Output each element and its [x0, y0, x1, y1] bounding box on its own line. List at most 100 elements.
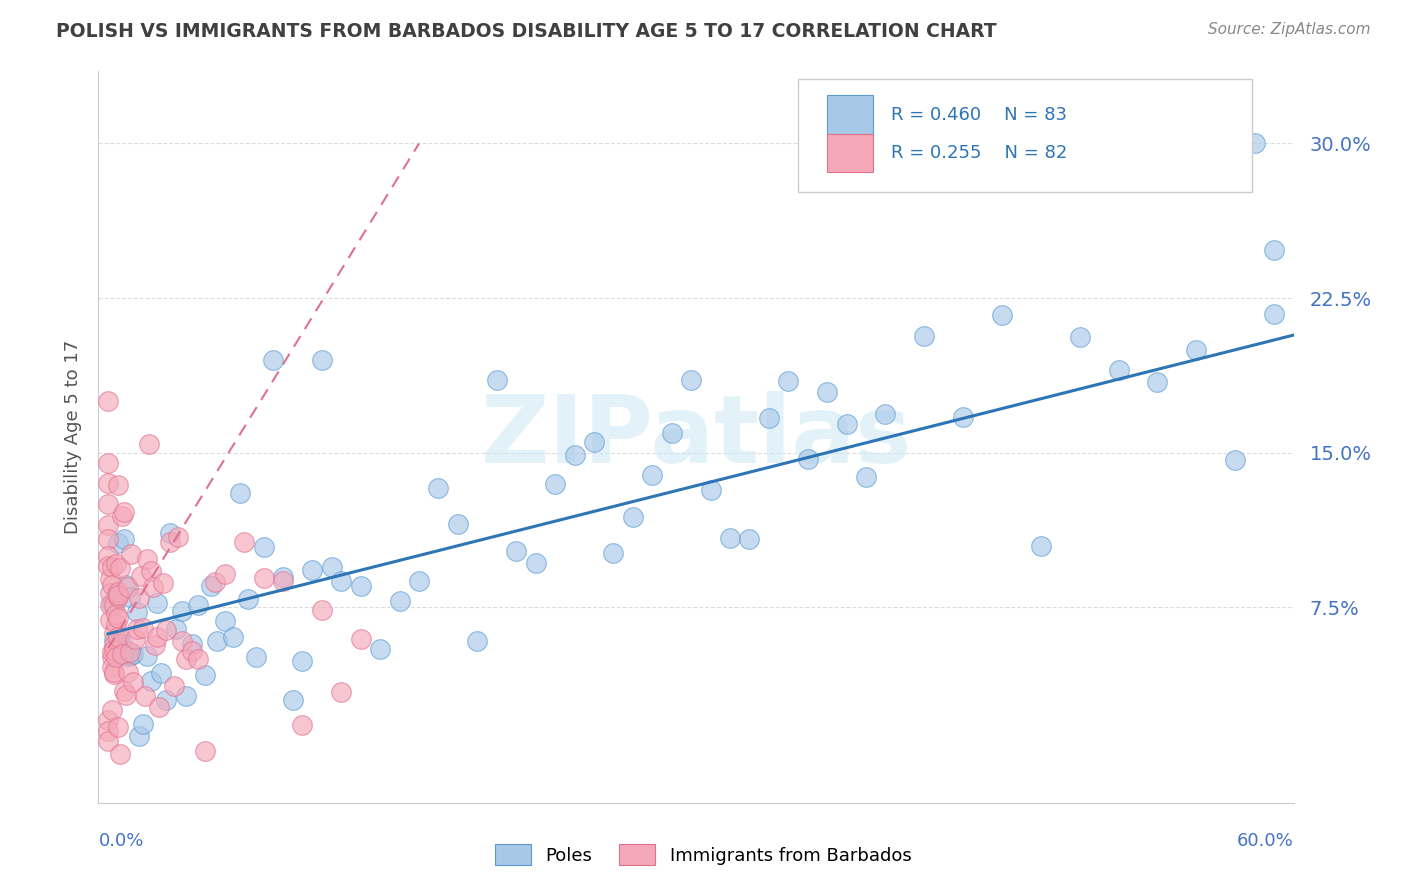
FancyBboxPatch shape	[797, 78, 1251, 192]
Point	[97, 394, 120, 409]
Point	[107, 720, 129, 734]
Point	[112, 506, 135, 520]
Point	[97, 549, 120, 563]
Point	[564, 448, 586, 462]
Point	[107, 588, 129, 602]
Point	[1225, 452, 1247, 467]
Point	[97, 734, 120, 748]
Text: ZIPatlas: ZIPatlas	[481, 391, 911, 483]
Point	[155, 623, 177, 637]
Point	[330, 574, 353, 588]
Point	[194, 743, 217, 757]
Point	[120, 547, 142, 561]
Point	[544, 477, 567, 491]
Point	[127, 606, 149, 620]
Point	[139, 674, 162, 689]
Point	[97, 517, 120, 532]
Point	[104, 558, 127, 572]
Point	[117, 665, 139, 679]
Point	[104, 607, 127, 621]
Point	[107, 584, 129, 599]
Point	[180, 637, 202, 651]
Point	[98, 572, 121, 586]
Point	[1243, 136, 1265, 151]
Point	[467, 634, 489, 648]
Point	[200, 579, 222, 593]
Point	[205, 633, 228, 648]
Point	[388, 593, 411, 607]
Point	[186, 598, 208, 612]
Point	[641, 468, 664, 483]
Point	[117, 580, 139, 594]
Point	[108, 561, 131, 575]
Point	[505, 544, 527, 558]
Point	[281, 692, 304, 706]
Point	[111, 637, 134, 651]
Point	[117, 648, 139, 663]
Point	[128, 729, 150, 743]
Point	[155, 693, 177, 707]
Point	[111, 509, 134, 524]
Point	[114, 688, 136, 702]
Point	[118, 645, 141, 659]
Point	[108, 637, 131, 651]
Point	[582, 435, 605, 450]
Point	[114, 578, 136, 592]
Point	[159, 534, 181, 549]
Point	[368, 642, 391, 657]
Bar	[827, 134, 873, 171]
Point	[97, 714, 120, 728]
Point	[101, 578, 124, 592]
Point	[104, 617, 127, 632]
Point	[174, 689, 197, 703]
Point	[301, 563, 323, 577]
Point	[107, 611, 129, 625]
Point	[214, 614, 236, 628]
Point	[145, 630, 167, 644]
Point	[101, 703, 124, 717]
Point	[214, 566, 236, 581]
Point	[681, 373, 703, 387]
Point	[1108, 363, 1130, 377]
Point	[427, 481, 450, 495]
Bar	[827, 95, 873, 134]
Point	[124, 632, 146, 646]
Point	[291, 718, 314, 732]
Point	[103, 633, 125, 648]
Point	[103, 667, 125, 681]
Point	[180, 644, 202, 658]
Point	[97, 723, 120, 738]
Point	[1029, 539, 1052, 553]
Point	[108, 747, 131, 761]
Point	[107, 591, 129, 605]
Point	[330, 684, 353, 698]
Point	[321, 559, 343, 574]
Point	[252, 571, 274, 585]
Point	[291, 654, 314, 668]
Point	[661, 426, 683, 441]
Point	[159, 526, 181, 541]
Point	[98, 613, 121, 627]
Point	[835, 417, 858, 431]
Point	[98, 598, 121, 612]
Point	[97, 456, 120, 470]
Point	[136, 552, 159, 566]
Point	[139, 564, 162, 578]
Legend: Poles, Immigrants from Barbados: Poles, Immigrants from Barbados	[488, 837, 918, 872]
Point	[97, 497, 120, 511]
Point	[245, 650, 267, 665]
Point	[103, 643, 125, 657]
Point	[229, 486, 252, 500]
Point	[152, 576, 174, 591]
Point	[408, 574, 430, 588]
Point	[952, 409, 974, 424]
Point	[101, 645, 124, 659]
Point	[111, 647, 134, 661]
Point	[991, 308, 1014, 322]
Point	[170, 633, 193, 648]
Point	[101, 659, 124, 673]
Point	[107, 478, 129, 492]
Point	[855, 470, 877, 484]
Point	[262, 352, 284, 367]
Point	[815, 384, 838, 399]
